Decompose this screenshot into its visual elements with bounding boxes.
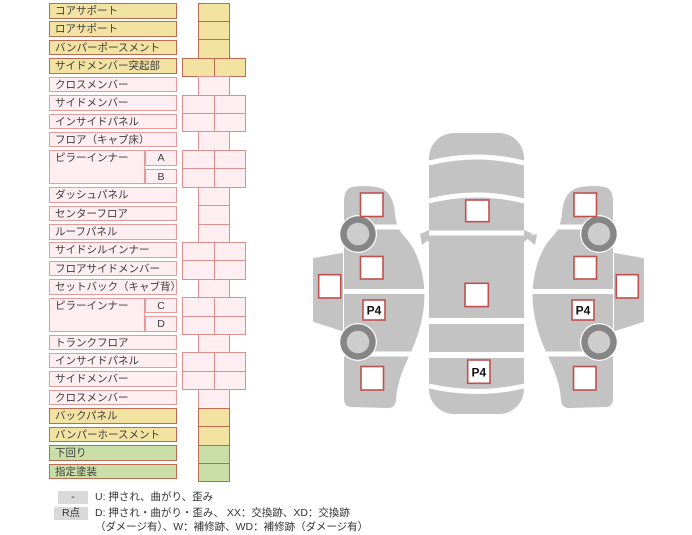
damage-grid-cell[interactable] [213,352,247,372]
legend-text-d2: （ダメージ有）、W：補修跡、WD：補修跡（ダメージ有） [95,521,369,533]
pillar-sub-cell: B [145,168,177,185]
damage-grid-cell[interactable] [182,113,215,133]
damage-grid-cell[interactable] [182,241,215,262]
damage-grid-cell[interactable] [182,370,215,391]
legend-key-rpoint: R点 [54,507,88,520]
part-label-cell: トランクフロア [49,334,177,351]
legend-text-u: U: 押され、曲がり、歪み [95,491,214,503]
legend-key-dash: - [58,491,88,504]
part-label-cell: ピラーインナー [49,150,145,185]
damage-grid-cell[interactable] [213,297,247,317]
damage-grid-cell[interactable] [197,2,231,22]
damage-checkbox[interactable] [464,282,490,308]
part-label-cell: セットバック（キャブ背） [49,279,177,295]
part-label-cell: センターフロア [49,205,177,222]
part-label-cell: ルーフパネル [49,224,177,240]
car-top-view: P4 [420,133,533,414]
part-label-cell: インサイドパネル [49,113,177,130]
damage-grid-cell[interactable] [213,241,247,262]
damage-grid-cell[interactable] [182,94,215,114]
damage-grid-cell[interactable] [213,260,247,280]
part-label-cell: バックパネル [49,408,177,424]
rear-wheel [340,324,376,360]
part-label-cell: バンパーポースメント [49,39,177,56]
side-mirror [420,234,432,245]
damage-grid-cell[interactable] [182,352,215,372]
damage-grid-cell[interactable] [197,20,231,41]
legend-text-d: D: 押され・曲がり・歪み、 XX：交換跡、XD：交換跡 [95,507,350,519]
damage-grid-cell[interactable] [213,149,247,170]
panel-divider [428,154,525,166]
part-label-cell: クロスメンバー [49,76,177,93]
damage-marker-label: P4 [367,304,382,318]
damage-grid-cell[interactable] [197,389,231,409]
pillar-sub-cell: A [145,150,177,166]
part-label-cell: バンパーホースメント [49,426,177,443]
part-label-cell: ロアサポート [49,21,177,37]
damage-grid-cell[interactable] [182,297,215,317]
damage-checkbox[interactable] [360,365,385,391]
damage-checkbox[interactable] [359,192,384,218]
damage-grid-cell[interactable] [197,444,231,464]
damage-grid-cell[interactable] [213,315,247,336]
part-label-cell: ピラーインナー [49,297,145,332]
damage-marker-box[interactable] [466,359,491,385]
damage-marker-label: P4 [471,366,486,380]
damage-grid-cell[interactable] [197,463,231,483]
damage-marker-label: P4 [576,304,591,318]
part-label-cell: コアサポート [49,3,177,19]
damage-checkbox[interactable] [359,255,384,280]
damage-grid-cell[interactable] [182,57,215,78]
pillar-sub-cell: D [145,316,177,332]
right-mirror [524,230,533,242]
panel-divider [428,383,525,394]
damage-grid-cell[interactable] [197,205,231,225]
damage-grid-cell[interactable] [197,186,231,207]
car-diagram-svg: P4 P4 P4 [313,133,652,414]
damage-grid-cell[interactable] [197,76,231,96]
damage-grid-cell[interactable] [197,39,231,59]
damage-grid-cell[interactable] [213,168,247,188]
damage-grid-cell[interactable] [197,278,231,299]
car-top-body [429,133,524,414]
damage-grid-cell[interactable] [182,260,215,280]
damage-grid-cell[interactable] [182,315,215,336]
part-label-cell: 下回り [49,445,177,461]
panel-divider [428,192,525,204]
damage-grid-cell[interactable] [197,223,231,243]
part-label-cell: ダッシュパネル [49,187,177,203]
damage-grid-cell[interactable] [197,426,231,446]
part-label-cell: インサイドパネル [49,352,177,369]
pillar-sub-cell: C [145,297,177,314]
damage-grid-cell[interactable] [182,168,215,188]
part-label-cell: フロアサイドメンバー [49,260,177,277]
part-label-cell: 指定塗装 [49,463,177,479]
damage-grid-cell[interactable] [182,149,215,170]
damage-grid-cell[interactable] [197,407,231,428]
front-wheel [340,216,376,252]
damage-grid-cell[interactable] [197,131,231,151]
part-label-cell: サイドメンバー [49,371,177,387]
part-label-cell: サイドシルインナー [49,242,177,258]
part-label-cell: クロスメンバー [49,389,177,406]
car-left-side-view [313,186,432,409]
damage-grid-cell[interactable] [197,334,231,354]
damage-grid-cell[interactable] [213,57,247,78]
damage-grid-cell[interactable] [213,94,247,114]
part-label-cell: フロア（キャブ床） [49,131,177,148]
damage-grid-cell[interactable] [213,113,247,133]
damage-checkbox[interactable] [464,199,490,223]
part-label-cell: サイドメンバー突起部 [49,58,177,74]
part-label-cell: サイドメンバー [49,95,177,111]
damage-marker-box[interactable] [362,299,386,321]
damage-grid-cell[interactable] [213,370,247,391]
damage-checkbox[interactable] [317,273,342,299]
car-right-side-view [525,186,643,408]
